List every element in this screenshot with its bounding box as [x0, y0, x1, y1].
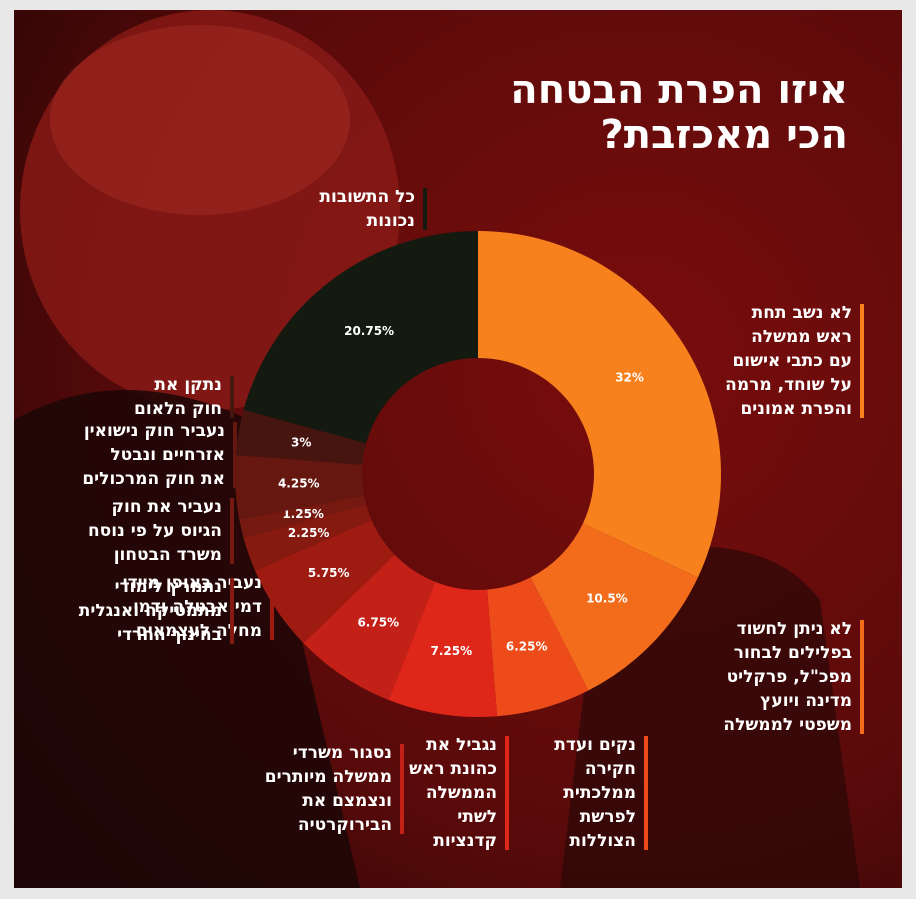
category-label: על שוחד, מרמה — [725, 375, 852, 395]
label-bar — [233, 422, 237, 488]
category-label: נכונות — [367, 211, 415, 231]
category-label: חקירה — [585, 759, 636, 779]
label-bar — [270, 574, 274, 640]
value-label: 2.25% — [288, 526, 330, 540]
category-label: הגיוס על פי נוסח — [88, 521, 222, 541]
title-line: איזו הפרת הבטחה — [510, 67, 848, 113]
category-label: נעביר חוק נישואין — [84, 421, 225, 441]
label-bar — [860, 304, 864, 418]
category-label: מתמטיקה ואנגלית — [79, 601, 222, 621]
donut-segment — [243, 231, 478, 444]
category-label: לפרשת — [580, 807, 636, 827]
category-label: נגביל את — [426, 735, 497, 755]
donut-segment — [235, 409, 367, 465]
category-label: נסגור משרדי — [293, 743, 392, 763]
category-label: והפרת אמונים — [740, 399, 852, 419]
category-label: את חוק המרכולים — [82, 469, 225, 489]
label-bar — [230, 578, 234, 644]
category-label: הצוללות — [569, 831, 636, 851]
value-label: 10.5% — [586, 591, 628, 605]
label-bar — [423, 188, 427, 230]
title-line: הכי מאכזבת? — [601, 112, 849, 158]
donut-segment — [487, 577, 589, 717]
category-label: בפלילים לבחור — [734, 643, 852, 663]
donut-segment — [243, 504, 372, 571]
label-bar — [230, 498, 234, 564]
category-label: דמי אבטלה ודמי — [133, 597, 262, 617]
category-label: הבירוקרטיה — [298, 815, 392, 835]
label-bar — [644, 736, 648, 850]
category-label: נתמרץ לימודי — [115, 577, 222, 597]
donut-segment — [235, 454, 365, 520]
donut-segment — [478, 231, 721, 578]
category-label: נעביר באופן מיידי — [123, 573, 262, 593]
value-label: 7.25% — [430, 644, 472, 658]
donut-segment — [530, 523, 698, 691]
donut-segment — [239, 495, 367, 539]
donut-segment — [388, 581, 498, 717]
value-label: 1.25% — [282, 507, 324, 521]
category-label: ממלכתית — [563, 783, 636, 803]
category-label: משרד הבטחון — [114, 545, 222, 565]
value-label: 5.75% — [308, 566, 350, 580]
category-label: לשתי — [457, 807, 497, 827]
category-label: לא נשב תחת — [752, 303, 852, 323]
category-label: חוק הלאום — [134, 399, 222, 419]
category-label: עם כתבי אישום — [732, 351, 852, 371]
category-label: ראש ממשלה — [751, 327, 852, 347]
label-bar — [400, 744, 404, 834]
category-label: לא ניתן לחשוד — [737, 619, 852, 639]
value-label: 3% — [291, 436, 311, 450]
label-bar — [230, 376, 234, 418]
category-label: נעביר את חוק — [112, 497, 223, 517]
category-label: נקים ועדת — [554, 735, 636, 755]
category-label: הממשלה — [426, 783, 497, 803]
category-label: מדינה ויועץ — [760, 691, 852, 711]
value-label: 6.25% — [506, 639, 548, 653]
value-label: 32% — [615, 370, 644, 384]
donut-segment — [254, 520, 395, 644]
category-label: נתקן את — [154, 375, 222, 395]
label-bar — [505, 736, 509, 850]
category-label: כהונת ראש — [409, 759, 497, 779]
value-label: 4.25% — [278, 476, 320, 490]
category-label: אזרחיים ונבטל — [110, 445, 225, 465]
category-label: משפטי לממשלה — [723, 715, 852, 735]
value-label: 6.75% — [357, 616, 399, 630]
category-label: מפכ"ל, פרקליט — [727, 667, 852, 687]
category-label: ונצמצם את — [302, 791, 392, 811]
label-bar — [860, 620, 864, 734]
value-label: 20.75% — [344, 324, 394, 338]
category-label: כל התשובות — [319, 187, 415, 207]
category-label: קדנציות — [433, 831, 497, 851]
category-label: בחינוך החרדי — [117, 625, 222, 645]
category-label: ממשלה מיותרים — [265, 767, 392, 787]
donut-segment — [303, 554, 436, 700]
